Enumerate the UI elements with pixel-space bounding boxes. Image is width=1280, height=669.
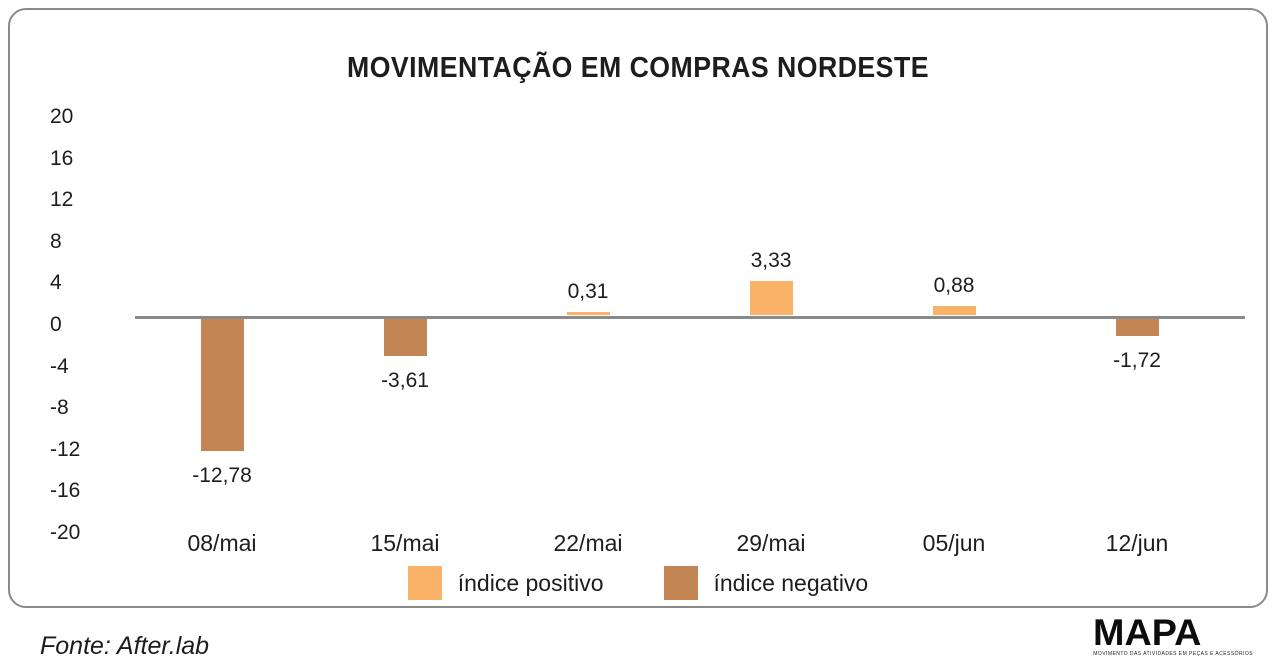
bar-22-mai (566, 312, 610, 316)
source-text: Fonte: After.lab (40, 632, 210, 660)
mapa-tagline: MOVIMENTO DAS ATIVIDADES EM PEÇAS E ACES… (1093, 651, 1253, 657)
mapa-logo: MAPA MOVIMENTO DAS ATIVIDADES EM PEÇAS E… (1093, 612, 1253, 657)
bar-05-jun (932, 306, 976, 316)
legend-swatch-positive-icon (407, 566, 442, 600)
legend-item-negative: índice negativo (663, 566, 869, 600)
x-axis-label: 29/mai (736, 530, 806, 556)
y-axis-tick: 0 (50, 313, 62, 336)
bar-value-label: 3,33 (750, 248, 792, 272)
y-axis-tick: -12 (50, 437, 81, 461)
bar-value-label: -1,72 (1113, 349, 1161, 373)
legend-item-positive: índice positivo (407, 566, 604, 600)
bar-value-label: -3,61 (381, 369, 429, 393)
x-axis-label: 12/jun (1105, 530, 1169, 556)
bar-15-mai (383, 318, 427, 357)
mapa-wordmark: MAPA (1093, 612, 1202, 653)
y-axis-tick: 8 (50, 229, 62, 253)
bar-value-label: 0,31 (567, 280, 609, 304)
legend: índice positivo índice negativo (10, 566, 1266, 600)
x-axis-label: 08/mai (187, 530, 257, 556)
bar-value-label: -12,78 (192, 464, 252, 488)
bar-12-jun (1115, 318, 1159, 337)
y-axis-tick: -8 (50, 396, 69, 420)
y-axis-tick: 20 (50, 105, 74, 128)
x-axis-label: 15/mai (370, 530, 440, 556)
legend-label-positive: índice positivo (457, 569, 604, 596)
zero-axis-line (135, 315, 1245, 319)
x-axis-label: 22/mai (553, 530, 623, 556)
chart-card: MOVIMENTAÇÃO EM COMPRAS NORDESTE 20 16 12 8… (8, 8, 1268, 608)
bar-29-mai (749, 280, 793, 316)
bar-value-label: 0,88 (933, 274, 975, 298)
y-axis-tick: 4 (50, 271, 62, 295)
y-axis-tick: -4 (50, 354, 69, 378)
legend-swatch-negative-icon (663, 566, 698, 600)
x-axis-label: 05/jun (922, 530, 986, 556)
chart-title: MOVIMENTAÇÃO EM COMPRAS NORDESTE (347, 52, 929, 84)
y-axis-tick: 16 (50, 146, 74, 170)
y-axis-tick: -20 (50, 521, 81, 544)
legend-label-negative: índice negativo (713, 569, 869, 596)
y-axis-tick: 12 (50, 188, 74, 212)
y-axis-tick: -16 (50, 479, 81, 503)
bar-08-mai (200, 318, 244, 452)
